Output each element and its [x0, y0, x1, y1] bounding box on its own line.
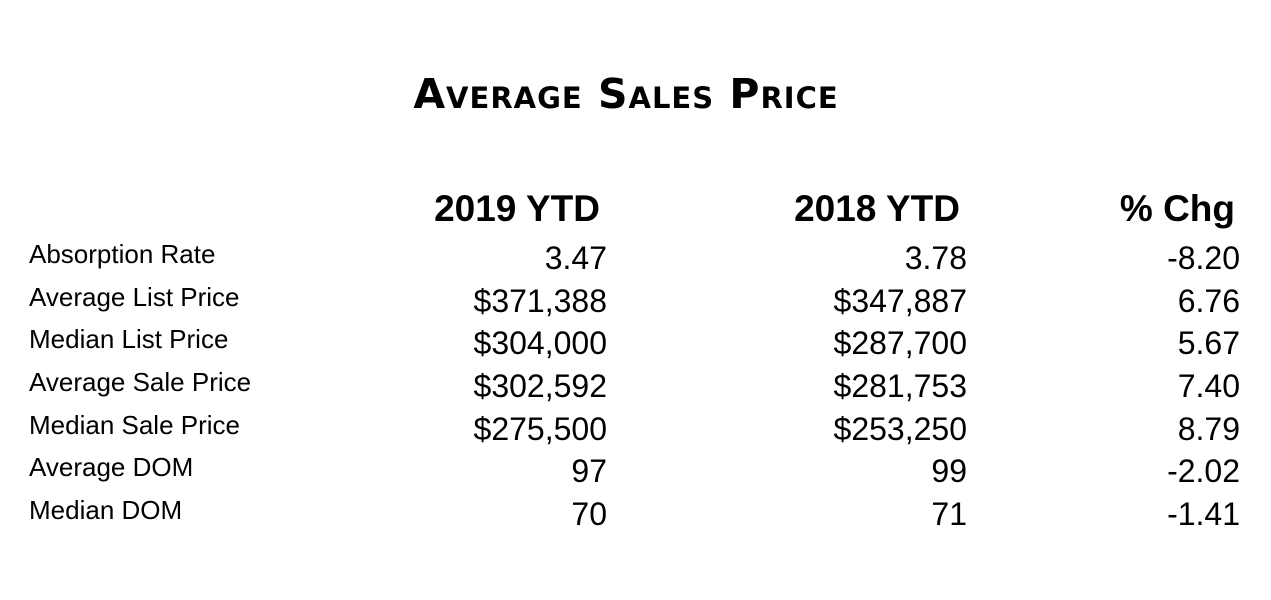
- table-row: Average List Price $371,388 $347,887 6.7…: [0, 278, 1271, 321]
- value-2018-ytd: 3.78: [904, 240, 967, 276]
- value-percent-change: 7.40: [1177, 368, 1240, 405]
- value-percent-change: -8.20: [1167, 240, 1240, 276]
- value-2019-ytd: $302,592: [473, 368, 607, 405]
- table-row: Average Sale Price $302,592 $281,753 7.4…: [0, 363, 1271, 406]
- table-row: Median Sale Price $275,500 $253,250 8.79: [0, 406, 1271, 449]
- table-row: Median List Price $304,000 $287,700 5.67: [0, 320, 1271, 363]
- value-2018-ytd: $253,250: [833, 410, 967, 447]
- value-2019-ytd: 3.47: [544, 240, 607, 276]
- column-header-2019-ytd: 2019 YTD: [434, 188, 600, 229]
- column-header-percent-change: % Chg: [1119, 188, 1235, 229]
- value-2018-ytd: $347,887: [833, 282, 967, 319]
- row-label: Average List Price: [29, 281, 240, 312]
- value-percent-change: -1.41: [1167, 496, 1240, 533]
- value-2019-ytd: 70: [571, 496, 607, 533]
- table-row: Median DOM 70 71 -1.41: [0, 491, 1271, 534]
- page-title: Average Sales Price: [413, 70, 839, 118]
- value-2019-ytd: $275,500: [473, 410, 607, 447]
- row-label: Median DOM: [29, 495, 183, 526]
- value-2019-ytd: 97: [571, 453, 607, 490]
- value-percent-change: 5.67: [1177, 325, 1240, 362]
- value-2018-ytd: 99: [931, 453, 967, 490]
- value-2018-ytd: $287,700: [833, 325, 967, 362]
- table-row: Average DOM 97 99 -2.02: [0, 448, 1271, 491]
- value-2018-ytd: 71: [931, 496, 967, 533]
- value-percent-change: -2.02: [1167, 453, 1240, 490]
- value-2019-ytd: $371,388: [473, 282, 607, 319]
- value-percent-change: 6.76: [1177, 282, 1240, 319]
- row-label: Average Sale Price: [29, 367, 252, 398]
- table-row: Absorption Rate 3.47 3.78 -8.20: [0, 235, 1271, 278]
- row-label: Median Sale Price: [29, 409, 240, 440]
- row-label: Median List Price: [29, 324, 229, 355]
- column-header-2018-ytd: 2018 YTD: [794, 188, 960, 229]
- row-label: Absorption Rate: [29, 239, 216, 269]
- row-label: Average DOM: [29, 452, 194, 483]
- statistics-table: Absorption Rate 3.47 3.78 -8.20 Average …: [0, 235, 1271, 534]
- value-2019-ytd: $304,000: [473, 325, 607, 362]
- value-2018-ytd: $281,753: [833, 368, 967, 405]
- value-percent-change: 8.79: [1177, 410, 1240, 447]
